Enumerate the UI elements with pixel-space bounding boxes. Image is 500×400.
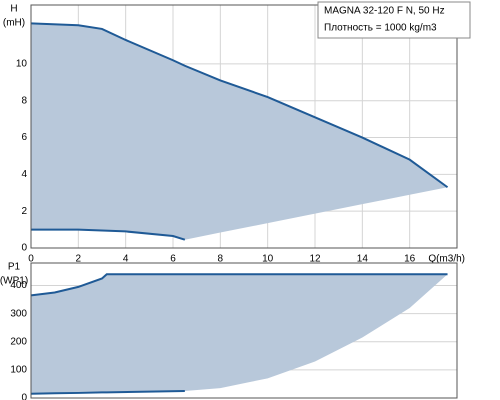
y-tick-label: 100 [10, 365, 27, 376]
curve [31, 228, 186, 241]
legend-line: Плотность = 1000 kg/m3 [324, 23, 437, 34]
plot-frame [30, 262, 458, 399]
y-tick-label: 300 [10, 308, 27, 319]
x-tick-label: 16 [404, 254, 416, 265]
operating-area [31, 274, 448, 394]
y-tick-label: 200 [10, 336, 27, 347]
curve [30, 389, 185, 395]
y-tick-label: 400 [10, 280, 27, 291]
legend-line: MAGNA 32-120 F N, 50 Hz [324, 6, 445, 17]
y-tick-label: 8 [21, 95, 27, 106]
curve [30, 22, 449, 189]
x-tick-label: 10 [262, 254, 274, 265]
x-tick-label: 8 [218, 254, 224, 265]
y-tick-label: 2 [21, 206, 27, 217]
operating-area [31, 23, 448, 240]
x-tick-label: 4 [123, 254, 129, 265]
y-tick-label: 0 [21, 393, 27, 400]
legend-box [317, 1, 471, 39]
y-tick-label: 10 [16, 59, 28, 70]
curve [30, 273, 448, 297]
x-tick-label: 2 [76, 254, 82, 265]
plot-frame [30, 4, 458, 249]
x-tick-label: 6 [170, 254, 176, 265]
x-tick-label: 0 [28, 254, 34, 265]
y-tick-label: 6 [21, 132, 27, 143]
y-axis-unit: (WP1) [0, 276, 28, 287]
x-tick-label: 12 [309, 254, 321, 265]
x-tick-label: 14 [357, 254, 369, 265]
y-axis-label: H [10, 4, 17, 15]
y-axis-label: P1 [8, 262, 21, 273]
y-tick-label: 4 [21, 169, 27, 180]
y-tick-label: 0 [21, 243, 27, 254]
y-axis-unit: (mH) [3, 18, 25, 29]
x-axis-label: Q(m3/h) [428, 254, 465, 265]
